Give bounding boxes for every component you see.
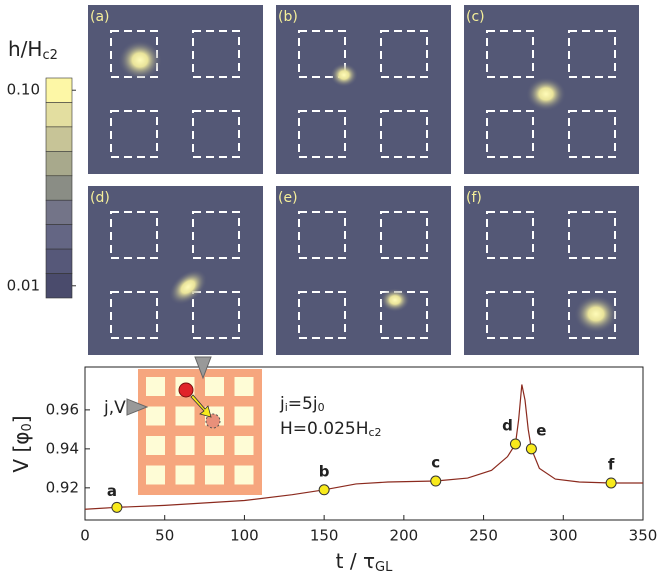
inset-cell [146,377,165,396]
inset-cell [205,377,224,396]
panel-label: (e) [278,190,298,206]
inset-cell [176,466,195,485]
x-axis-label: t / τGL [336,549,393,575]
colorbar-label: h/Hc2 [8,37,58,63]
x-tick-label: 100 [230,527,259,545]
y-tick-label: 0.94 [46,439,79,457]
point-label: f [608,455,615,473]
colorbar-tick-label: 0.01 [7,276,40,294]
inset-cell [235,436,254,455]
spot [118,40,162,80]
colorbar-step [46,176,72,200]
point [510,439,520,449]
inset-cell [205,436,224,455]
panel-label: (f) [466,190,482,206]
x-tick-label: 150 [310,527,339,545]
x-tick-label: 350 [629,527,658,545]
point-label: a [107,482,117,500]
spot [380,288,410,312]
x-tick-label: 250 [469,527,498,545]
point [112,502,122,512]
inset-cell [235,466,254,485]
x-tick-label: 300 [549,527,578,545]
colorbar-step [46,249,72,273]
y-axis-label: V [φ0] [9,415,35,472]
point-label: e [536,421,546,439]
colorbar-step [46,78,72,102]
point [431,476,441,486]
x-tick-label: 0 [80,527,90,545]
panels [88,5,639,355]
point [526,444,536,454]
annotation: ji=5j0 [279,394,325,414]
colorbar-tick-label: 0.10 [7,81,40,99]
colorbar: 0.10 0.01 [7,78,76,298]
inset-label: j,V [103,398,126,418]
inset-cell [205,466,224,485]
inset-cell [146,436,165,455]
annotation: H=0.025Hc2 [280,419,382,439]
spot [574,295,618,333]
colorbar-step [46,151,72,175]
colorbar-step [46,225,72,249]
spot [526,77,566,111]
inset-cell [176,407,195,426]
colorbar-step [46,200,72,224]
point-label: b [319,462,330,480]
x-tick-label: 200 [390,527,419,545]
vortex [179,383,193,397]
plot: 0 50 100 150 200 250 300 350 0.92 0.94 0.96 a b c d e f [46,367,658,545]
point-label: c [431,454,440,472]
panel-label: (d) [90,190,110,206]
inset-cell [235,407,254,426]
inset-cell [235,377,254,396]
y-tick-label: 0.96 [46,400,79,418]
figure: h/Hc2 0.10 0.01 0 50 100 150 200 250 300 350 0.92… [0,0,662,578]
inset-cell [176,436,195,455]
inset-cell [146,407,165,426]
colorbar-step [46,127,72,151]
panel-label: (a) [90,9,110,25]
spot [330,63,358,87]
colorbar-step [46,274,72,298]
inset-cell [146,466,165,485]
y-tick-label: 0.92 [46,478,79,496]
inset: j,V [103,357,262,495]
x-tick-label: 50 [155,527,174,545]
panel-label: (b) [278,9,298,25]
point-label: d [502,416,513,434]
point [606,478,616,488]
colorbar-step [46,102,72,126]
point [319,485,329,495]
panel-label: (c) [466,9,485,25]
